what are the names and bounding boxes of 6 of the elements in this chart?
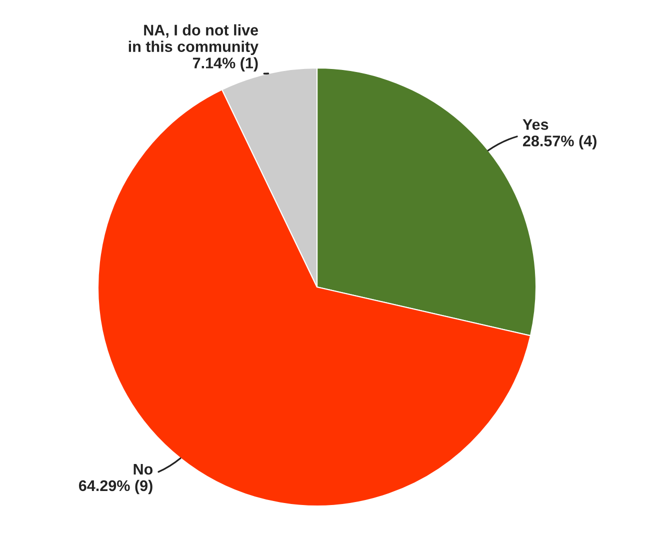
data-label: 64.29% (9) xyxy=(78,480,152,494)
slice-label: NA, I do not live in this community xyxy=(128,24,258,55)
data-label: 7.14% (1) xyxy=(192,57,258,72)
data-label: 28.57% (4) xyxy=(522,135,596,150)
slice-label: Yes xyxy=(522,119,548,130)
slice-label: No xyxy=(134,464,153,475)
